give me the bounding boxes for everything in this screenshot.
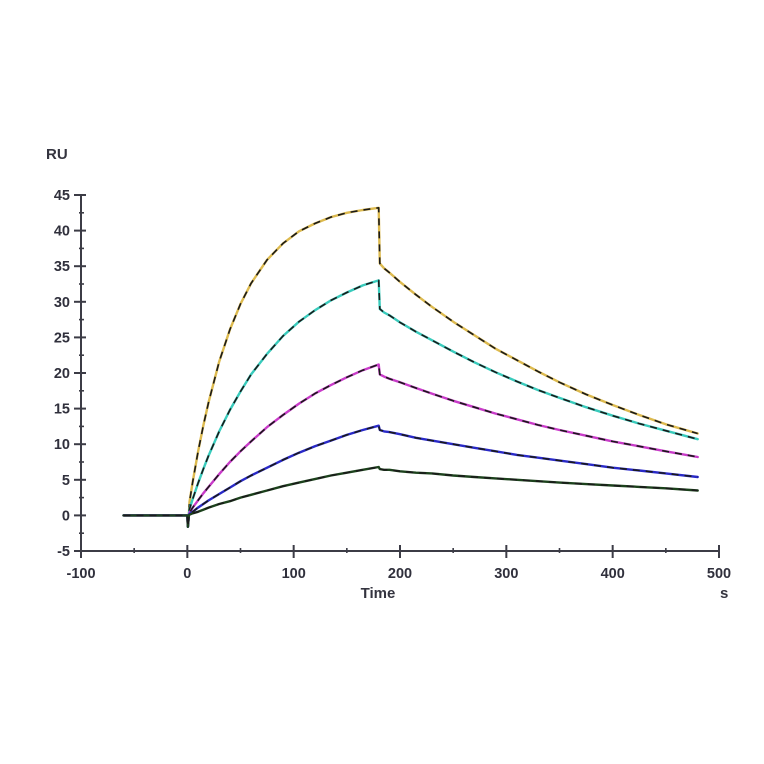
fit-curve-magenta	[123, 363, 698, 528]
x-axis-unit-label: s	[720, 585, 729, 602]
fit-curve-dark-green-lowest-concentration	[123, 466, 698, 528]
y-tick-label: 15	[54, 402, 70, 418]
y-tick-label: 20	[54, 366, 70, 382]
x-tick-label: 0	[183, 566, 191, 582]
y-tick-label: 45	[54, 188, 70, 204]
y-tick-label: 35	[54, 259, 70, 275]
y-tick-label: 40	[54, 224, 70, 240]
y-tick-label: 10	[54, 437, 70, 453]
x-tick-label: 400	[601, 566, 625, 582]
data-curve-magenta	[122, 363, 699, 528]
data-curve-dark-green-lowest-concentration	[122, 465, 699, 528]
fit-curve-cyan	[123, 279, 698, 528]
fit-curve-gold-highest-concentration	[123, 207, 698, 528]
y-tick-label: -5	[57, 544, 70, 560]
y-axis-unit-label: RU	[46, 146, 68, 163]
data-curve-gold-highest-concentration	[122, 206, 699, 528]
x-tick-label: 500	[707, 566, 731, 582]
x-tick-label: -100	[66, 566, 95, 582]
x-tick-label: 200	[388, 566, 412, 582]
y-tick-label: 0	[62, 508, 70, 524]
x-tick-label: 100	[282, 566, 306, 582]
x-axis-title: Time	[360, 585, 396, 602]
y-tick-label: 30	[54, 295, 70, 311]
y-tick-label: 25	[54, 330, 70, 346]
y-tick-label: 5	[62, 473, 70, 489]
x-tick-label: 300	[494, 566, 518, 582]
